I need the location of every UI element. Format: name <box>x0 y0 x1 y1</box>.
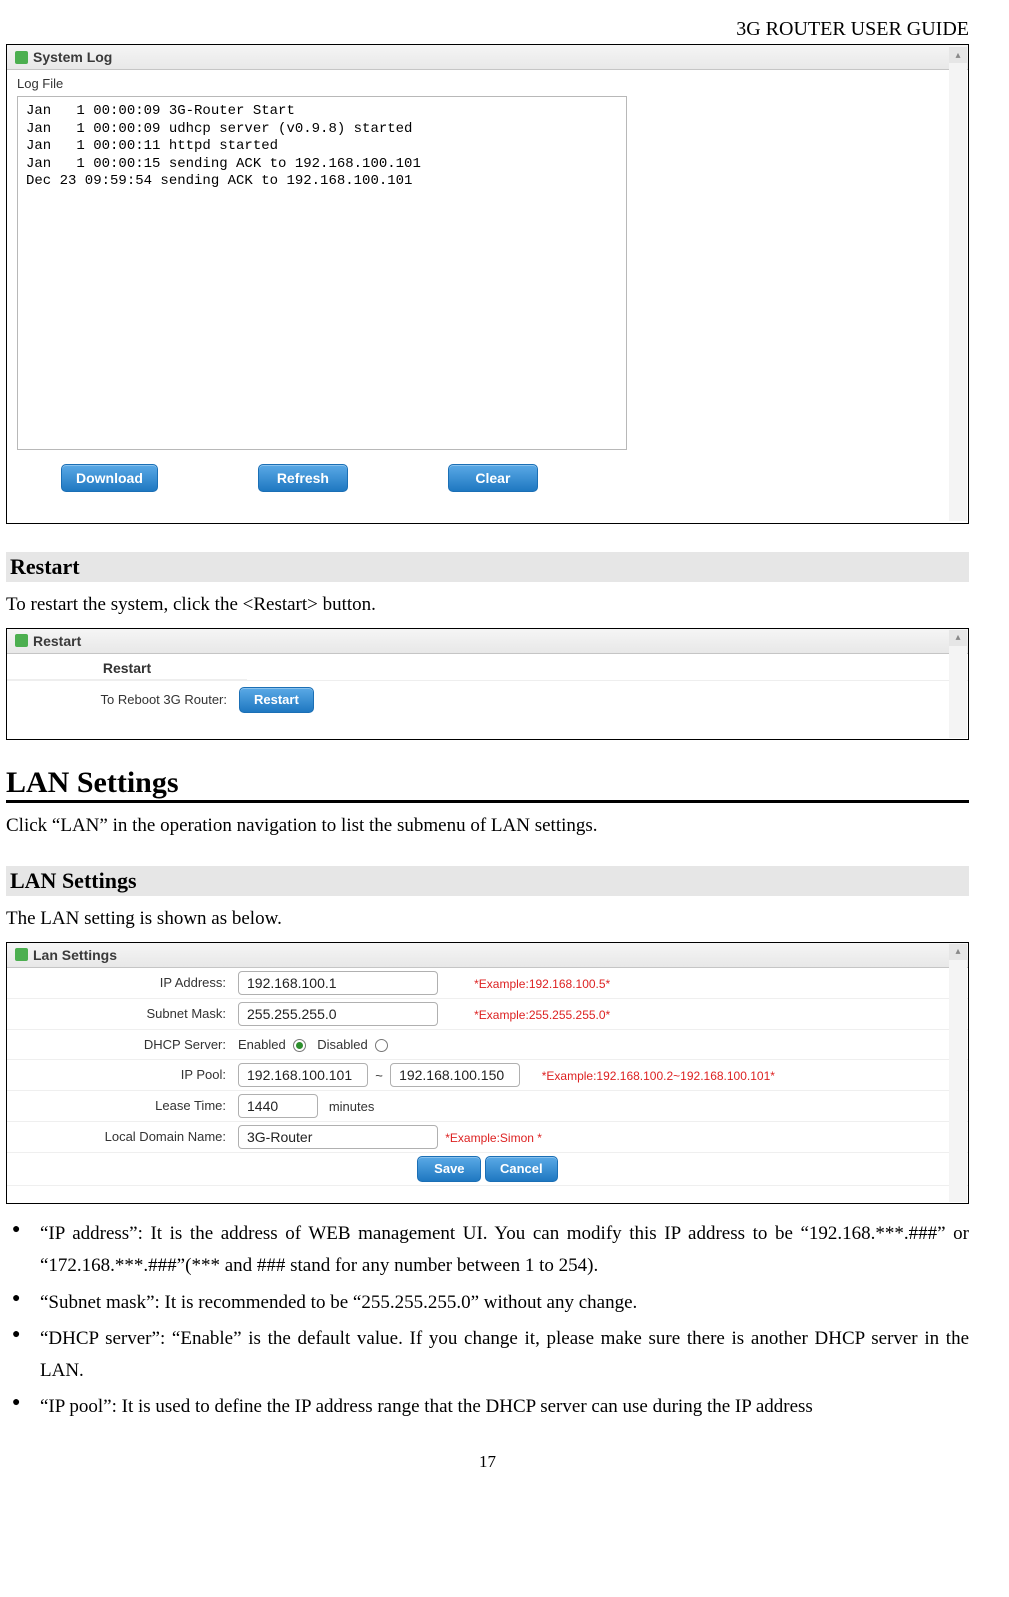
log-textarea[interactable]: Jan 1 00:00:09 3G-Router Start Jan 1 00:… <box>17 96 627 450</box>
bullet-list: “IP address”: It is the address of WEB m… <box>6 1218 969 1424</box>
lease-time-input[interactable] <box>238 1094 318 1118</box>
lan-intro-text: Click “LAN” in the operation navigation … <box>6 813 969 839</box>
lease-time-label: Lease Time: <box>7 1090 232 1121</box>
list-item: “DHCP server”: “Enable” is the default v… <box>6 1323 969 1388</box>
ip-address-example: *Example:192.168.100.5* <box>474 977 610 991</box>
scroll-up-icon[interactable]: ▴ <box>949 630 967 646</box>
doc-header: 3G ROUTER USER GUIDE <box>6 12 969 44</box>
restart-row-label: To Reboot 3G Router: <box>17 692 227 707</box>
restart-heading: Restart <box>6 552 969 582</box>
save-button[interactable]: Save <box>417 1156 481 1182</box>
dhcp-enabled-label: Enabled <box>238 1037 286 1052</box>
ip-pool-from-input[interactable] <box>238 1063 368 1087</box>
local-domain-label: Local Domain Name: <box>7 1121 232 1152</box>
system-log-titlebar: System Log <box>7 45 968 70</box>
lan-sub-body: The LAN setting is shown as below. <box>6 906 969 932</box>
list-item: “IP pool”: It is used to define the IP a… <box>6 1391 969 1423</box>
subnet-mask-example: *Example:255.255.255.0* <box>474 1008 610 1022</box>
table-row: Save Cancel <box>7 1152 968 1185</box>
download-button[interactable]: Download <box>61 464 158 492</box>
ip-pool-to-input[interactable] <box>390 1063 520 1087</box>
list-item: “IP address”: It is the address of WEB m… <box>6 1218 969 1283</box>
lan-panel-title: Lan Settings <box>33 947 117 963</box>
table-row: IP Address: *Example:192.168.100.5* <box>7 968 968 999</box>
clear-button[interactable]: Clear <box>448 464 538 492</box>
panel-icon <box>15 51 28 64</box>
scrollbar[interactable]: ▴ <box>949 47 967 521</box>
table-row: IP Pool: ~ *Example:192.168.100.2~192.16… <box>7 1059 968 1090</box>
restart-titlebar: Restart <box>7 629 968 654</box>
scrollbar[interactable]: ▴ <box>949 944 967 1202</box>
scroll-up-icon[interactable]: ▴ <box>949 47 967 63</box>
dhcp-disabled-radio[interactable] <box>375 1039 388 1052</box>
panel-icon <box>15 948 28 961</box>
refresh-button[interactable]: Refresh <box>258 464 348 492</box>
ip-address-label: IP Address: <box>7 968 232 999</box>
restart-subheader: Restart <box>7 654 247 680</box>
page-number: 17 <box>6 1452 969 1472</box>
table-row: DHCP Server: Enabled Disabled <box>7 1029 968 1059</box>
restart-screenshot: ▴ Restart Restart To Reboot 3G Router: R… <box>6 628 969 740</box>
lan-settings-subheading: LAN Settings <box>6 866 969 896</box>
system-log-title: System Log <box>33 49 112 65</box>
panel-icon <box>15 634 28 647</box>
lan-titlebar: Lan Settings <box>7 943 968 968</box>
ip-pool-label: IP Pool: <box>7 1059 232 1090</box>
local-domain-input[interactable] <box>238 1125 438 1149</box>
scroll-up-icon[interactable]: ▴ <box>949 944 967 960</box>
local-domain-example: *Example:Simon * <box>445 1131 542 1145</box>
table-row: Lease Time: minutes <box>7 1090 968 1121</box>
subnet-mask-input[interactable] <box>238 1002 438 1026</box>
subnet-mask-label: Subnet Mask: <box>7 998 232 1029</box>
ip-pool-tilde: ~ <box>375 1068 383 1083</box>
system-log-screenshot: ▴ System Log Log File Jan 1 00:00:09 3G-… <box>6 44 969 524</box>
dhcp-enabled-radio[interactable] <box>293 1039 306 1052</box>
restart-button[interactable]: Restart <box>239 687 314 713</box>
ip-pool-example: *Example:192.168.100.2~192.168.100.101* <box>542 1069 775 1083</box>
scrollbar[interactable]: ▴ <box>949 630 967 738</box>
dhcp-disabled-label: Disabled <box>317 1037 368 1052</box>
table-row: Local Domain Name: *Example:Simon * <box>7 1121 968 1152</box>
restart-panel-title: Restart <box>33 633 81 649</box>
ip-address-input[interactable] <box>238 971 438 995</box>
cancel-button[interactable]: Cancel <box>485 1156 558 1182</box>
lan-settings-screenshot: ▴ Lan Settings IP Address: *Example:192.… <box>6 942 969 1204</box>
lan-settings-h2: LAN Settings <box>6 764 969 802</box>
table-row: Subnet Mask: *Example:255.255.255.0* <box>7 998 968 1029</box>
restart-body-text: To restart the system, click the <Restar… <box>6 592 969 618</box>
lease-time-unit: minutes <box>329 1099 375 1114</box>
dhcp-server-label: DHCP Server: <box>7 1029 232 1059</box>
logfile-label: Log File <box>7 70 968 94</box>
list-item: “Subnet mask”: It is recommended to be “… <box>6 1287 969 1319</box>
